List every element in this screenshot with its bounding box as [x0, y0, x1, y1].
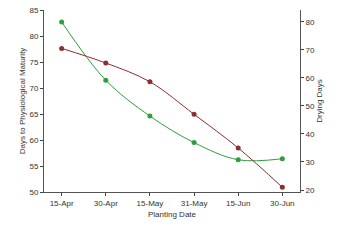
svg-text:15-May: 15-May [137, 199, 164, 208]
svg-text:30-Apr: 30-Apr [94, 199, 118, 208]
svg-text:40: 40 [306, 130, 315, 139]
svg-text:Days to Physiological Maturity: Days to Physiological Maturity [18, 48, 27, 155]
svg-text:Drying Days: Drying Days [315, 79, 324, 123]
svg-text:60: 60 [306, 74, 315, 83]
svg-text:80: 80 [29, 32, 38, 41]
svg-text:60: 60 [29, 136, 38, 145]
svg-text:30: 30 [306, 158, 315, 167]
svg-text:75: 75 [29, 58, 38, 67]
svg-text:15-Apr: 15-Apr [50, 199, 74, 208]
svg-text:15-Jun: 15-Jun [226, 199, 250, 208]
svg-text:50: 50 [29, 188, 38, 197]
svg-text:85: 85 [29, 6, 38, 15]
svg-text:31-May: 31-May [181, 199, 208, 208]
svg-text:30-Jun: 30-Jun [270, 199, 294, 208]
svg-text:65: 65 [29, 110, 38, 119]
svg-text:70: 70 [29, 84, 38, 93]
svg-text:20: 20 [306, 186, 315, 195]
svg-text:70: 70 [306, 46, 315, 55]
svg-text:80: 80 [306, 18, 315, 27]
svg-text:Planting Date: Planting Date [148, 210, 197, 219]
svg-text:50: 50 [306, 102, 315, 111]
svg-text:55: 55 [29, 162, 38, 171]
